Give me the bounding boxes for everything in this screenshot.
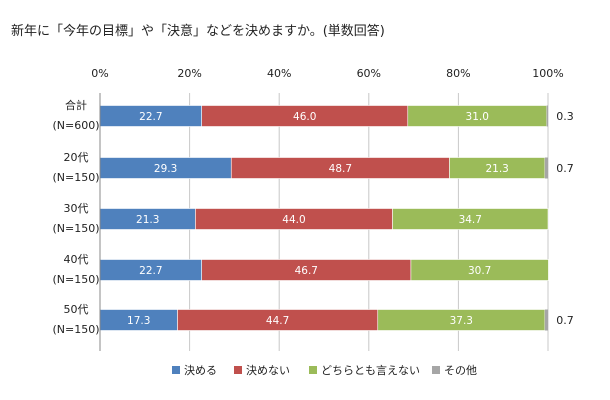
legend-swatch-sonota: [432, 366, 440, 374]
legend-label-kimeru: 決める: [184, 364, 217, 377]
category-sublabel: (N=600): [52, 119, 99, 132]
x-tick-label: 60%: [357, 67, 381, 80]
x-tick-label: 80%: [446, 67, 470, 80]
data-label-outside: 0.7: [556, 162, 574, 175]
legend-item-kimenai: 決めない: [234, 362, 290, 378]
bar-segment: [544, 309, 548, 331]
legend-item-dochiratomo: どちらとも言えない: [309, 362, 420, 378]
legend-label-sonota: その他: [444, 364, 477, 377]
legend-item-sonota: その他: [432, 362, 477, 378]
category-label: 50代: [64, 303, 89, 316]
x-tick-label: 40%: [267, 67, 291, 80]
legend-swatch-dochiratomo: [309, 366, 317, 374]
bar-segment: [544, 157, 548, 179]
data-label-outside: 0.3: [556, 110, 574, 123]
category-label: 40代: [64, 253, 89, 266]
data-label: 31.0: [466, 111, 489, 123]
category-sublabel: (N=150): [52, 323, 99, 336]
data-label: 21.3: [485, 163, 508, 175]
category-sublabel: (N=150): [52, 273, 99, 286]
data-label: 22.7: [139, 111, 162, 123]
data-label: 44.7: [266, 315, 289, 327]
data-label: 22.7: [139, 265, 162, 277]
x-tick-label: 100%: [532, 67, 563, 80]
data-label: 44.0: [282, 214, 305, 226]
data-label: 29.3: [154, 163, 177, 175]
data-label: 34.7: [459, 214, 482, 226]
bar-segment: [410, 259, 549, 281]
x-tick-label: 0%: [91, 67, 108, 80]
data-label: 21.3: [136, 214, 159, 226]
data-label: 46.0: [293, 111, 316, 123]
category-label: 30代: [64, 202, 89, 215]
category-sublabel: (N=150): [52, 171, 99, 184]
data-label: 30.7: [468, 265, 491, 277]
chart-title: 新年に「今年の目標」や「決意」などを決めますか。(単数回答): [11, 24, 385, 39]
category-label: 合計: [65, 98, 87, 112]
category-sublabel: (N=150): [52, 222, 99, 235]
data-label: 17.3: [127, 315, 150, 327]
legend-item-kimeru: 決める: [172, 362, 217, 378]
chart-legend: 決める 決めない どちらとも言えない その他: [0, 362, 610, 378]
legend-label-dochiratomo: どちらとも言えない: [321, 364, 420, 377]
bar-segment: [546, 105, 548, 127]
data-label-outside: 0.7: [556, 314, 574, 327]
data-label: 46.7: [295, 265, 318, 277]
legend-swatch-kimeru: [172, 366, 180, 374]
data-label: 37.3: [450, 315, 473, 327]
category-label: 20代: [64, 151, 89, 164]
legend-swatch-kimenai: [234, 366, 242, 374]
legend-label-kimenai: 決めない: [246, 364, 290, 377]
x-tick-label: 20%: [177, 67, 201, 80]
bar-segment: [392, 208, 549, 230]
data-label: 48.7: [329, 163, 352, 175]
